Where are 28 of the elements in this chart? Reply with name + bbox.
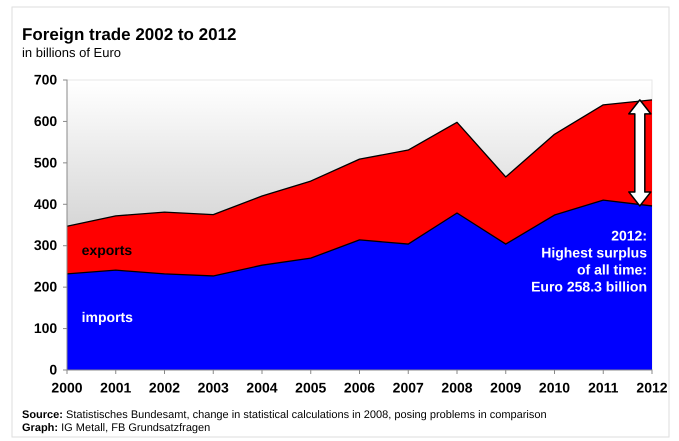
y-tick-label: 100 xyxy=(34,320,58,336)
x-tick-label: 2000 xyxy=(51,379,83,396)
chart-subtitle: in billions of Euro xyxy=(22,45,121,60)
y-tick-label: 300 xyxy=(34,237,58,254)
annotation: 2012: Highest surplus of all time: Euro 258.3 billion xyxy=(531,228,648,295)
x-tick-label: 2003 xyxy=(198,379,230,396)
series-label: exports xyxy=(82,242,132,258)
y-tick-label: 0 xyxy=(49,361,58,378)
x-tick-label: 2005 xyxy=(295,379,327,396)
source-note: Source: Statistisches Bundesamt, change in statistical calculations in 2008, posing problems in comparison xyxy=(22,409,547,421)
x-tick-label: 2009 xyxy=(490,379,522,396)
x-tick-label: 2004 xyxy=(246,379,278,396)
y-tick-label: 600 xyxy=(34,112,58,129)
y-tick-label: 200 xyxy=(34,278,58,295)
x-tick-label: 2011 xyxy=(588,379,619,396)
chart-title: Foreign trade 2002 to 2012 xyxy=(22,25,236,44)
x-tick-label: 2008 xyxy=(441,379,473,396)
x-tick-label: 2002 xyxy=(148,379,180,396)
y-tick-label: 700 xyxy=(34,71,58,88)
x-tick-label: 2010 xyxy=(538,379,570,396)
x-tick-label: 2012 xyxy=(636,379,668,396)
x-tick-label: 2007 xyxy=(392,379,424,396)
y-tick-label: 400 xyxy=(34,196,58,212)
text: Graph: IG Metall, FB Grundsatzfragen xyxy=(22,422,210,434)
x-tick-label: 2001 xyxy=(100,379,132,396)
x-tick-label: 2006 xyxy=(344,379,376,396)
series-label: imports xyxy=(82,309,134,326)
y-tick-label: 500 xyxy=(34,154,58,170)
